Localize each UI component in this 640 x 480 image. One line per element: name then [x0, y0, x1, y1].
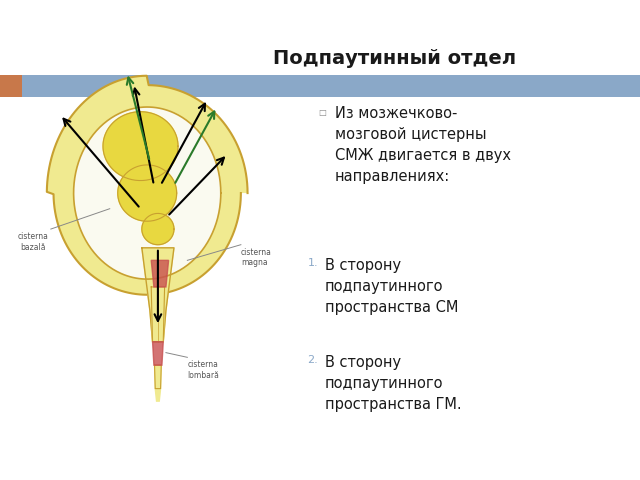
- Polygon shape: [103, 112, 178, 180]
- Polygon shape: [118, 165, 177, 221]
- Text: Подпаутинный отдел: Подпаутинный отдел: [273, 49, 516, 68]
- Bar: [0, 75, 22, 97]
- Polygon shape: [151, 260, 168, 287]
- Polygon shape: [47, 76, 248, 295]
- Text: В сторону
подпаутинного
пространства СМ: В сторону подпаутинного пространства СМ: [325, 258, 458, 315]
- Polygon shape: [151, 287, 164, 342]
- Bar: [22, 75, 640, 97]
- Polygon shape: [152, 342, 163, 365]
- Text: 1.: 1.: [307, 258, 318, 268]
- Text: □: □: [318, 108, 326, 117]
- Text: cisterna
magna: cisterna magna: [241, 248, 272, 267]
- Polygon shape: [155, 365, 161, 389]
- Polygon shape: [142, 214, 174, 245]
- Polygon shape: [156, 389, 161, 401]
- Text: В сторону
подпаутинного
пространства ГМ.: В сторону подпаутинного пространства ГМ.: [325, 355, 461, 412]
- Text: Из мозжечково-
мозговой цистерны
СМЖ двигается в двух
направлениях:: Из мозжечково- мозговой цистерны СМЖ дви…: [335, 106, 511, 184]
- Polygon shape: [142, 248, 174, 342]
- Text: cisterna
lombară: cisterna lombară: [188, 360, 220, 380]
- Text: cisterna
bazală: cisterna bazală: [18, 232, 49, 252]
- Polygon shape: [74, 107, 221, 279]
- Text: 2.: 2.: [307, 355, 318, 365]
